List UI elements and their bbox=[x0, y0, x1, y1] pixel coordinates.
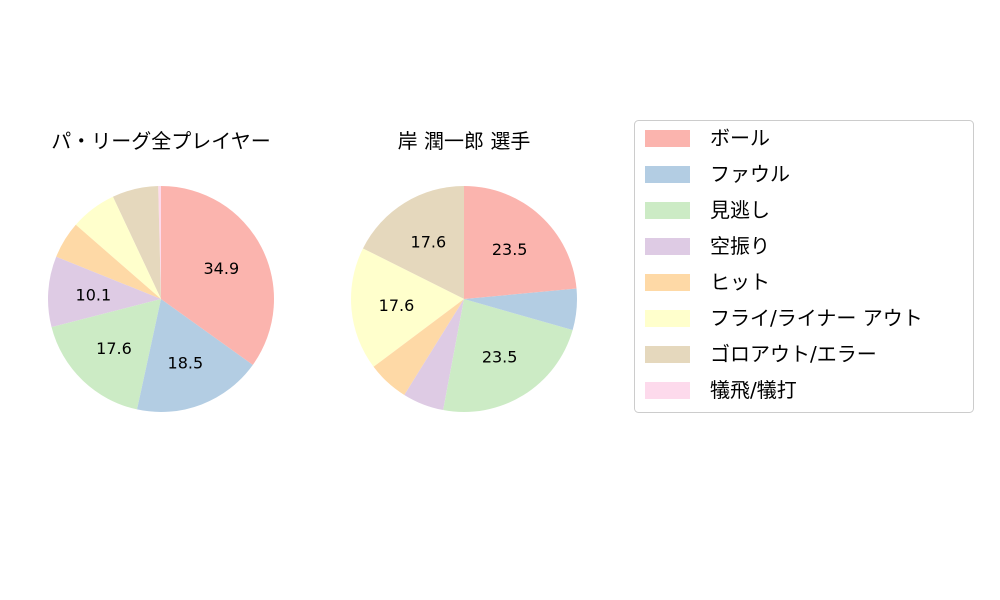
pie-slice-ball bbox=[161, 186, 275, 365]
legend-swatch-ball bbox=[645, 130, 690, 147]
legend-label-fly-liner-out: フライ/ライナー アウト bbox=[710, 306, 923, 330]
legend-swatch-hit bbox=[645, 274, 690, 291]
pie-chart-league: パ・リーグ全プレイヤー 34.9 18.5 17.6 10.1 bbox=[47, 129, 275, 413]
pie-slice-swinging-strike bbox=[47, 256, 161, 328]
legend-label-called-strike: 見逃し bbox=[710, 198, 770, 222]
slice-data-label: 34.9 bbox=[204, 259, 240, 278]
slice-data-label: 18.5 bbox=[168, 353, 204, 372]
legend-label-ball: ボール bbox=[710, 126, 770, 150]
pie-slice-fly-liner-out bbox=[351, 248, 464, 367]
legend-label-hit: ヒット bbox=[710, 270, 770, 294]
legend-swatch-fly-liner-out bbox=[645, 310, 690, 327]
pie-slice-fly-liner-out bbox=[75, 196, 161, 299]
pie-slice-foul bbox=[464, 288, 578, 331]
legend-swatch-sac-fly-bunt bbox=[645, 382, 690, 399]
pie-slice-ball bbox=[464, 186, 577, 299]
slice-data-label: 23.5 bbox=[492, 240, 528, 259]
pie-slice-ground-out-error bbox=[112, 186, 161, 299]
pie-slice-hit bbox=[56, 224, 161, 299]
legend-label-swinging-strike: 空振り bbox=[710, 234, 770, 258]
pie-slice-swinging-strike bbox=[404, 299, 464, 411]
slice-data-label: 17.6 bbox=[96, 339, 132, 358]
legend-frame bbox=[634, 120, 974, 413]
legend-swatch-called-strike bbox=[645, 202, 690, 219]
slice-data-label: 23.5 bbox=[482, 348, 518, 367]
pie-chart-player: 岸 潤一郎 選手 23.5 23.5 17.6 17.6 bbox=[351, 129, 578, 413]
pie-slice-called-strike bbox=[443, 299, 573, 413]
pie-slice-ground-out-error bbox=[362, 186, 464, 299]
legend-swatch-swinging-strike bbox=[645, 238, 690, 255]
legend-swatch-foul bbox=[645, 166, 690, 183]
legend-label-foul: ファウル bbox=[710, 162, 790, 186]
pie-title-player: 岸 潤一郎 選手 bbox=[398, 129, 531, 153]
pie-slice-called-strike bbox=[51, 299, 161, 410]
legend-label-ground-out-error: ゴロアウト/エラー bbox=[710, 342, 877, 366]
slice-data-label: 17.6 bbox=[379, 296, 415, 315]
legend-swatch-ground-out-error bbox=[645, 346, 690, 363]
pie-slice-hit bbox=[373, 299, 464, 395]
pie-title-league: パ・リーグ全プレイヤー bbox=[51, 129, 270, 153]
slice-data-label: 17.6 bbox=[411, 232, 447, 251]
slice-data-label: 10.1 bbox=[76, 286, 112, 305]
legend-label-sac-fly-bunt: 犠飛/犠打 bbox=[710, 378, 797, 402]
pie-slice-sac-fly-bunt bbox=[158, 186, 161, 299]
pie-slice-foul bbox=[137, 299, 253, 413]
